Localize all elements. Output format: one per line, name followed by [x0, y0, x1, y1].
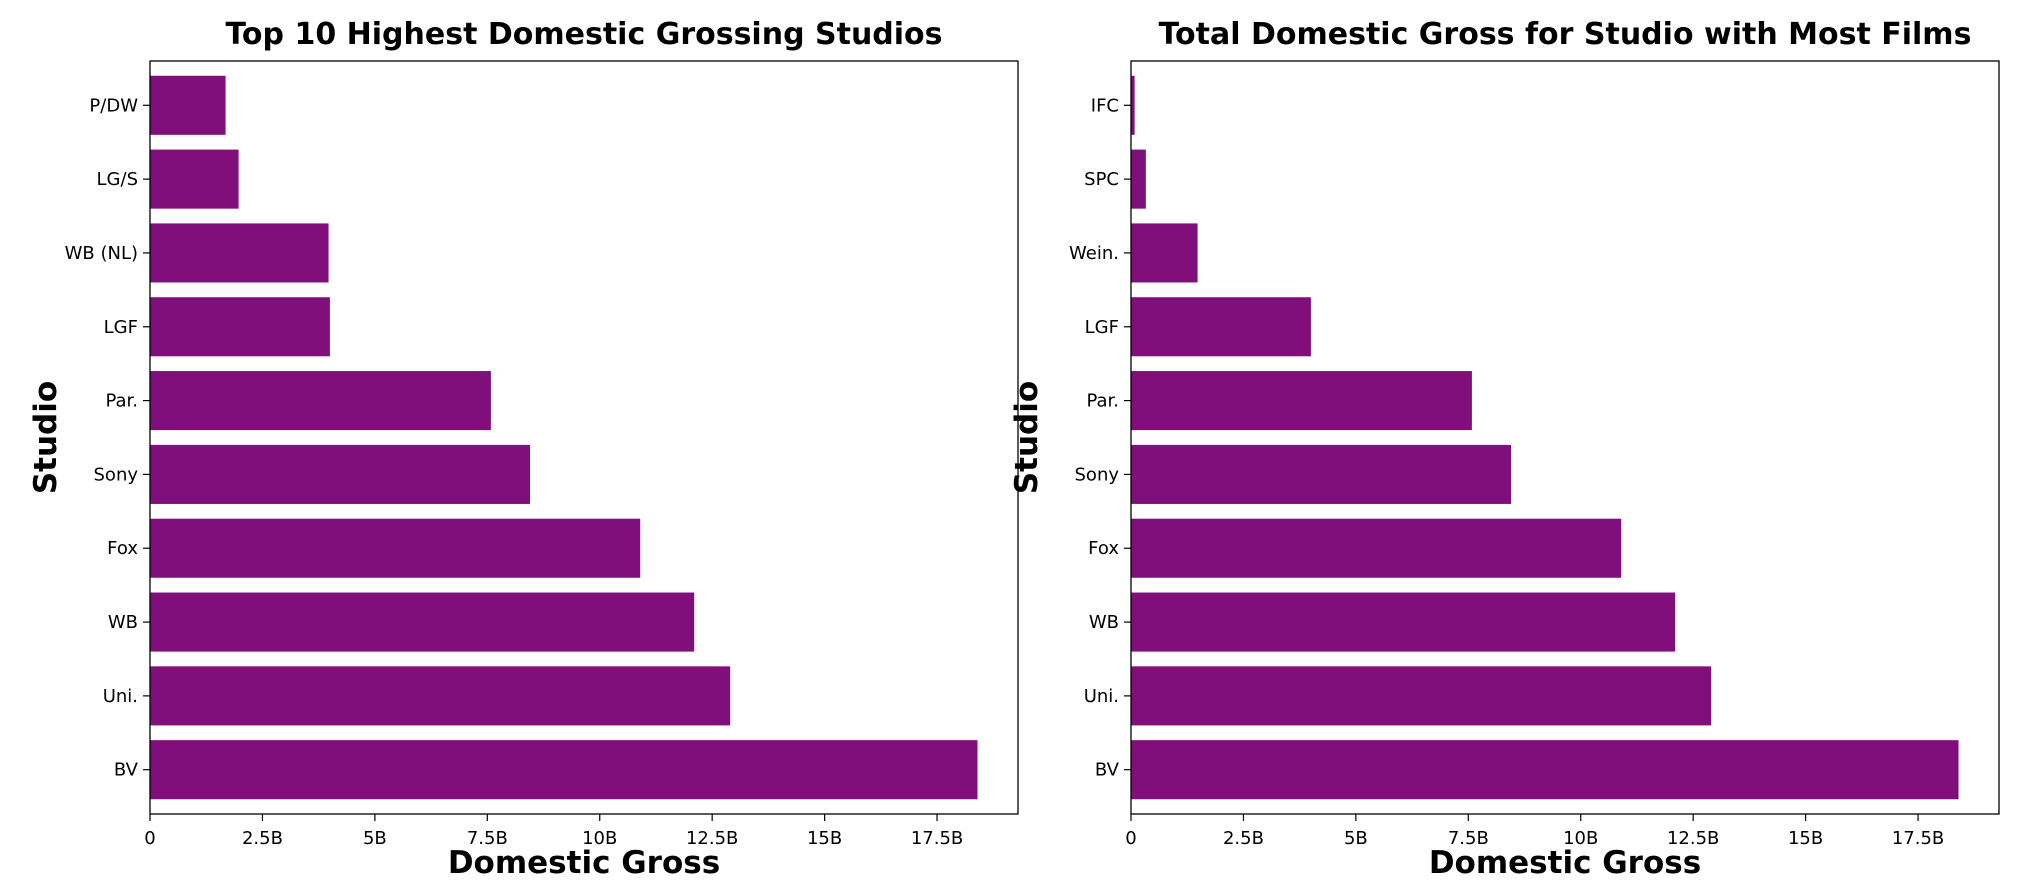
y-tick-label: Fox	[107, 538, 138, 559]
plot-frame	[1130, 60, 2000, 815]
x-axis-label: Domestic Gross	[1429, 845, 1701, 881]
x-tick-label: 7.5B	[1448, 828, 1489, 849]
x-tick-label: 2.5B	[1223, 828, 1264, 849]
bar	[1131, 666, 1712, 726]
bar	[1131, 149, 1146, 209]
y-tick-label: Sony	[1075, 464, 1120, 485]
y-tick-label: Wein.	[1069, 243, 1119, 264]
bar	[1131, 592, 1676, 652]
y-axis-label: Studio	[28, 381, 64, 494]
x-tick-label: 0	[144, 828, 155, 849]
x-tick-label: 17.5B	[911, 828, 963, 849]
y-tick-label: BV	[1095, 760, 1120, 781]
y-tick-label: Sony	[94, 464, 139, 485]
x-tick-label: 17.5B	[1892, 828, 1944, 849]
x-tick-label: 7.5B	[467, 828, 508, 849]
bar	[150, 666, 731, 726]
x-tick-label: 5B	[1344, 828, 1368, 849]
y-tick-label: LGF	[1085, 317, 1119, 338]
x-tick-label: 10B	[1563, 828, 1598, 849]
bar	[150, 518, 641, 578]
y-tick-label: Par.	[105, 391, 138, 412]
bar	[150, 592, 695, 652]
bar	[150, 297, 330, 357]
y-tick-label: Uni.	[1084, 686, 1119, 707]
bar	[1131, 371, 1472, 431]
y-tick-label: WB	[108, 612, 138, 633]
x-axis-label: Domestic Gross	[448, 845, 720, 881]
bar	[150, 740, 978, 800]
y-tick-label: BV	[114, 760, 139, 781]
y-axis-label: Studio	[1009, 381, 1045, 494]
y-tick-label: LGF	[104, 317, 138, 338]
x-tick-label: 12.5B	[1667, 828, 1719, 849]
chart-title: Total Domestic Gross for Studio with Mos…	[1159, 17, 1972, 52]
bar	[150, 223, 329, 283]
bar	[1131, 75, 1135, 135]
y-tick-label: IFC	[1091, 95, 1119, 116]
y-tick-label: Fox	[1088, 538, 1119, 559]
bar	[1131, 223, 1198, 283]
bar	[1131, 297, 1311, 357]
x-tick-label: 2.5B	[242, 828, 283, 849]
y-tick-label: Par.	[1086, 391, 1119, 412]
bar	[1131, 740, 1959, 800]
x-tick-label: 10B	[582, 828, 617, 849]
x-tick-label: 15B	[1788, 828, 1823, 849]
y-tick-label: LG/S	[97, 169, 138, 190]
chart-title: Top 10 Highest Domestic Grossing Studios	[225, 17, 942, 52]
bar	[150, 444, 531, 504]
bar	[150, 149, 239, 209]
plot-frame	[149, 60, 1019, 815]
y-tick-label: WB (NL)	[65, 243, 138, 264]
y-tick-label: P/DW	[89, 95, 138, 116]
bar	[150, 371, 491, 431]
bar	[150, 75, 226, 135]
x-tick-label: 12.5B	[686, 828, 738, 849]
x-tick-label: 5B	[363, 828, 387, 849]
bar	[1131, 518, 1622, 578]
y-tick-label: SPC	[1084, 169, 1119, 190]
y-tick-label: WB	[1089, 612, 1119, 633]
x-tick-label: 0	[1125, 828, 1136, 849]
x-tick-label: 15B	[807, 828, 842, 849]
bar	[1131, 444, 1512, 504]
y-tick-label: Uni.	[103, 686, 138, 707]
